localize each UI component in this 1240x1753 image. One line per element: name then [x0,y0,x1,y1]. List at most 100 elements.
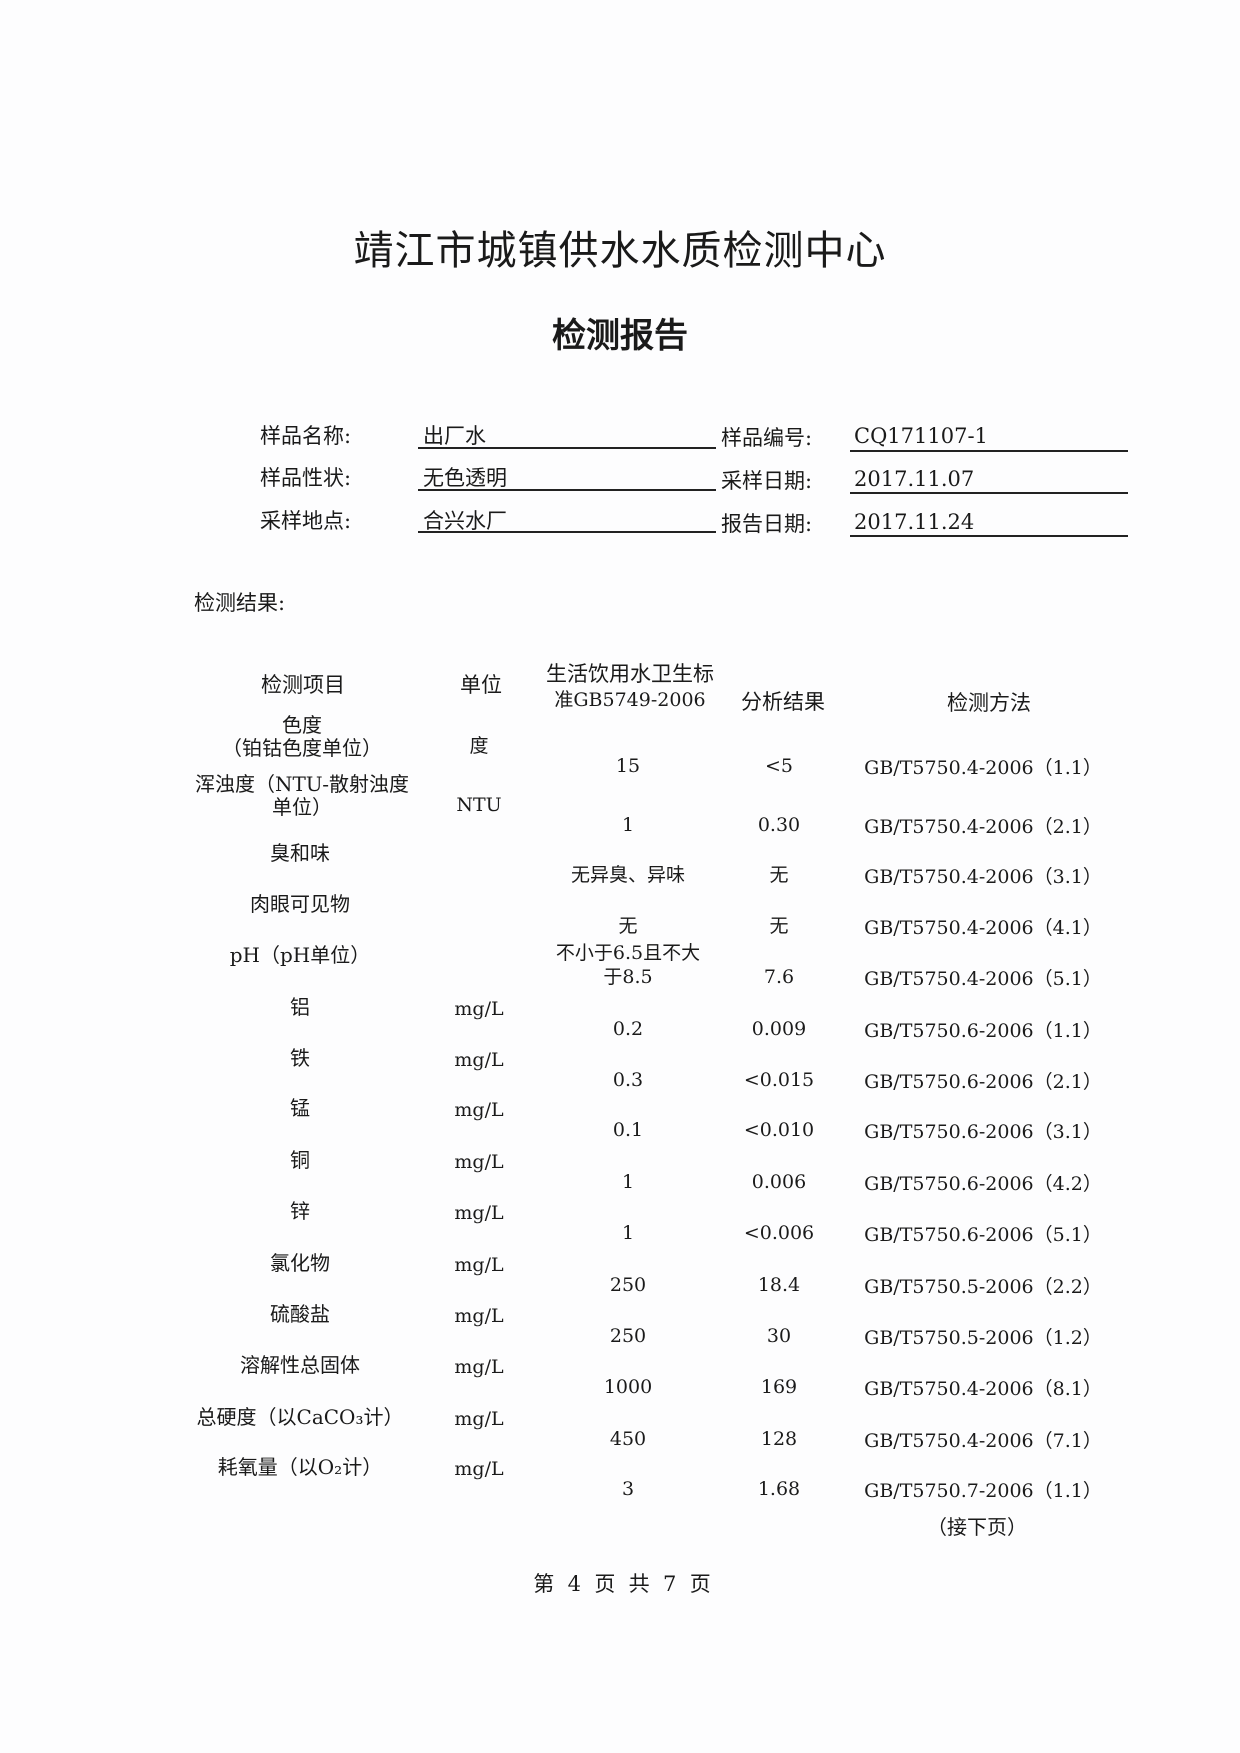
row-standard: 1 [621,1222,635,1244]
row-item: pH（pH单位） [229,943,371,967]
underline [418,489,716,491]
row-standard: 于8.5 [603,966,653,988]
underline [850,535,1128,537]
results-label: 检测结果: [194,591,286,615]
row-result: 7.6 [763,966,795,988]
row-standard: 无 [618,915,638,937]
row-method: GB/T5750.4-2006（7.1） [864,1430,1102,1452]
sample-trait-value: 无色透明 [423,466,507,490]
row-result: 无 [769,915,789,937]
row-item: 肉眼可见物 [250,892,350,916]
org-title: 靖江市城镇供水水质检测中心 [353,228,887,274]
col-header-standard: 生活饮用水卫生标 准GB5749-2006 [546,661,714,713]
report-title: 检测报告 [552,316,688,356]
row-method: GB/T5750.4-2006（4.1） [864,917,1102,939]
row-item: 浑浊度（NTU-散射浊度 [194,772,410,796]
row-result: <5 [764,755,794,777]
row-standard: 250 [609,1325,647,1347]
row-method: GB/T5750.6-2006（1.1） [864,1020,1102,1042]
row-unit: mg/L [454,1099,504,1121]
row-result: 128 [760,1428,798,1450]
sample-trait-label: 样品性状: [260,466,352,490]
sampling-site-label: 采样地点: [260,509,352,533]
row-standard: 0.1 [612,1119,644,1141]
row-item: 氯化物 [270,1251,330,1275]
sample-name-label: 样品名称: [260,424,352,448]
row-unit: mg/L [454,1049,504,1071]
row-item: 铜 [290,1148,310,1172]
sampling-site-value: 合兴水厂 [423,509,507,533]
row-method: GB/T5750.4-2006（1.1） [864,757,1102,779]
row-method: GB/T5750.4-2006（2.1） [864,816,1102,838]
row-result: 30 [766,1325,792,1347]
row-result: 0.30 [757,814,801,836]
col-header-unit: 单位 [460,673,502,697]
row-item: 锌 [290,1199,310,1223]
row-standard: 1 [621,814,635,836]
row-standard: 3 [621,1478,635,1500]
row-item-line2: （铂钴色度单位） [222,736,382,760]
row-method: GB/T5750.6-2006（2.1） [864,1071,1102,1093]
underline [418,447,716,449]
row-result: 0.006 [751,1171,807,1193]
row-item: 臭和味 [270,841,330,865]
sample-no-label: 样品编号: [721,426,813,450]
col-header-item: 检测项目 [261,673,345,697]
underline [850,450,1128,452]
col-header-result: 分析结果 [741,690,825,714]
row-unit: mg/L [454,1305,504,1327]
row-result: 169 [760,1376,798,1398]
row-method: GB/T5750.6-2006（5.1） [864,1224,1102,1246]
row-method: GB/T5750.7-2006（1.1） [864,1480,1102,1502]
col-header-standard-line1: 生活饮用水卫生标 [546,662,714,686]
row-standard: 1000 [603,1376,653,1398]
row-standard: 1 [621,1171,635,1193]
row-result: <0.006 [743,1222,815,1244]
page-number: 第 4 页 共 7 页 [533,1572,711,1596]
row-unit: mg/L [454,998,504,1020]
row-item-line2: 单位） [272,795,332,819]
row-item: 色度 [282,713,322,737]
row-method: GB/T5750.4-2006（5.1） [864,968,1102,990]
row-result: <0.010 [743,1119,815,1141]
row-unit: mg/L [454,1356,504,1378]
row-standard: 250 [609,1274,647,1296]
row-item: 耗氧量（以O₂计） [217,1455,383,1479]
row-standard: 450 [609,1428,647,1450]
row-method: GB/T5750.6-2006（4.2） [864,1173,1102,1195]
col-header-method: 检测方法 [947,691,1031,715]
row-standard: 15 [615,755,641,777]
row-standard: 0.3 [612,1069,644,1091]
row-unit: NTU [456,794,502,816]
underline [850,492,1128,494]
row-result: 0.009 [751,1018,807,1040]
row-item: 锰 [290,1096,310,1120]
row-item: 溶解性总固体 [240,1353,360,1377]
report-date-label: 报告日期: [721,512,813,536]
row-standard-line1: 不小于6.5且不大 [555,942,701,964]
sampling-date-value: 2017.11.07 [854,467,975,491]
row-method: GB/T5750.4-2006（3.1） [864,866,1102,888]
report-date-value: 2017.11.24 [854,510,975,534]
row-item: 铁 [290,1046,310,1070]
row-result: <0.015 [743,1069,815,1091]
row-unit: mg/L [454,1408,504,1430]
row-unit: mg/L [454,1151,504,1173]
sample-no-value: CQ171107-1 [854,424,988,448]
row-result: 1.68 [757,1478,801,1500]
row-unit: mg/L [454,1458,504,1480]
row-standard: 无异臭、异味 [570,864,686,886]
row-unit: mg/L [454,1254,504,1276]
sampling-date-label: 采样日期: [721,469,813,493]
underline [418,531,716,533]
row-standard: 0.2 [612,1018,644,1040]
row-unit: 度 [469,735,489,757]
sample-name-value: 出厂水 [423,424,486,448]
row-item: 硫酸盐 [270,1302,330,1326]
row-result: 无 [769,864,789,886]
row-method: GB/T5750.6-2006（3.1） [864,1121,1102,1143]
row-item: 铝 [290,995,310,1019]
col-header-standard-line2: 准GB5749-2006 [554,689,706,711]
row-method: GB/T5750.5-2006（2.2） [864,1276,1102,1298]
